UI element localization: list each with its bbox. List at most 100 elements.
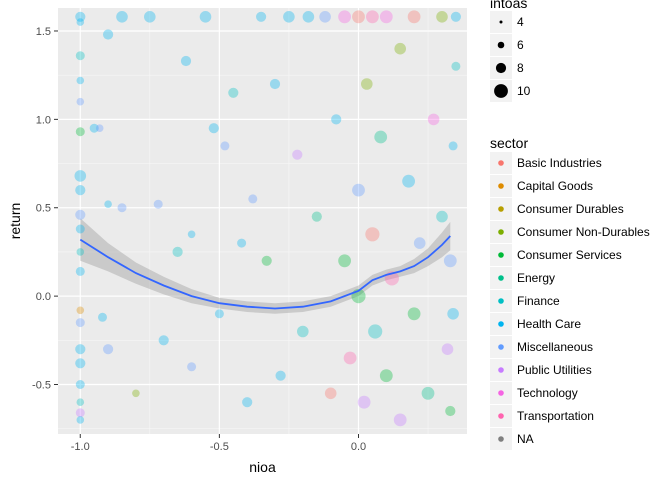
y-tick-label: 0.5 (36, 203, 51, 215)
y-tick-label: 0.0 (36, 291, 51, 303)
data-point (75, 344, 86, 355)
data-point (357, 395, 371, 409)
data-point (76, 76, 85, 85)
data-point (172, 246, 183, 257)
color-legend-dot (498, 252, 504, 258)
data-point (343, 351, 357, 365)
data-point (104, 200, 112, 208)
data-point (407, 10, 421, 24)
ticks-layer: -1.0 -0.5 0.0 -0.5 0.0 0.5 1.0 1.5 (32, 26, 366, 453)
data-point (269, 78, 281, 90)
data-point (331, 114, 342, 125)
data-point (75, 11, 86, 22)
color-legend-dot (498, 160, 504, 166)
color-legend-label: Public Utilities (517, 363, 592, 377)
data-point (256, 11, 267, 22)
data-point (242, 397, 253, 408)
data-point (450, 11, 461, 22)
data-point (413, 237, 426, 249)
color-legend-label: Capital Goods (517, 179, 593, 193)
color-legend-dot (498, 344, 504, 350)
data-point (352, 10, 365, 24)
size-legend-label: 10 (517, 84, 531, 98)
data-point (214, 309, 224, 319)
color-legend-dot (498, 413, 504, 419)
data-point (187, 362, 197, 372)
size-legend-dot (494, 84, 508, 98)
color-legend-dot (498, 183, 504, 189)
data-point (365, 227, 380, 242)
x-axis-title: nioa (249, 459, 276, 475)
color-legend-dot (498, 321, 504, 327)
data-point (393, 413, 407, 427)
color-legend-dot (498, 298, 504, 304)
y-tick-label: 1.5 (36, 26, 51, 38)
data-point (75, 224, 85, 234)
color-legend-label: Finance (517, 294, 560, 308)
data-point (76, 306, 85, 315)
data-point (199, 10, 212, 23)
size-legend: intoas 4 6 8 10 (490, 0, 531, 102)
data-point (75, 358, 86, 369)
data-point (228, 87, 239, 98)
data-point (89, 123, 99, 133)
data-point (248, 194, 258, 204)
data-point (319, 10, 331, 23)
color-legend-dot (498, 275, 504, 281)
data-point (421, 386, 435, 400)
data-point (117, 203, 127, 213)
smooth-confidence-band (80, 218, 451, 314)
data-point (407, 307, 421, 321)
data-point (144, 10, 156, 23)
color-legend-label: Consumer Durables (517, 202, 624, 216)
color-legend-title: sector (490, 135, 528, 151)
data-point (75, 266, 85, 276)
color-legend-dot (498, 436, 504, 442)
data-point (448, 141, 458, 151)
color-legend-label: NA (517, 432, 534, 446)
size-legend-label: 6 (517, 38, 524, 52)
plot-panel (58, 8, 467, 434)
data-point (451, 61, 461, 71)
data-point (76, 398, 85, 407)
data-point (75, 318, 85, 328)
data-point (445, 405, 456, 417)
data-point (75, 209, 86, 220)
data-point (361, 78, 373, 90)
data-point (208, 123, 219, 134)
data-point (103, 344, 114, 355)
data-point (379, 10, 393, 24)
color-legend-label: Miscellaneous (517, 340, 593, 354)
data-point (76, 18, 85, 26)
color-legend-label: Energy (517, 271, 555, 285)
points-layer (74, 10, 461, 427)
data-point (275, 370, 286, 381)
data-point (447, 308, 459, 320)
x-tick-label: 0.0 (351, 441, 366, 453)
data-point (75, 51, 85, 61)
color-legend-dot (498, 206, 504, 212)
data-point (98, 312, 107, 322)
data-point (436, 210, 448, 223)
size-legend-label: 8 (517, 61, 524, 75)
data-point (441, 343, 454, 356)
data-point (158, 335, 169, 346)
data-point (338, 254, 351, 268)
data-point (75, 185, 86, 196)
data-point (311, 211, 322, 222)
data-point (374, 130, 388, 144)
data-point (379, 369, 393, 383)
color-legend-dot (498, 390, 504, 396)
color-legend-label: Consumer Non-Durables (517, 225, 650, 239)
data-point (237, 238, 247, 248)
data-point (95, 124, 104, 132)
color-legend-dot (498, 367, 504, 373)
data-point (368, 324, 383, 339)
data-point (394, 42, 407, 55)
color-legend-label: Transportation (517, 409, 594, 423)
size-legend-title: intoas (490, 0, 527, 11)
data-point (75, 380, 85, 389)
y-tick-label: -0.5 (32, 380, 51, 392)
data-point (443, 254, 457, 268)
color-legend-label: Health Care (517, 317, 581, 331)
